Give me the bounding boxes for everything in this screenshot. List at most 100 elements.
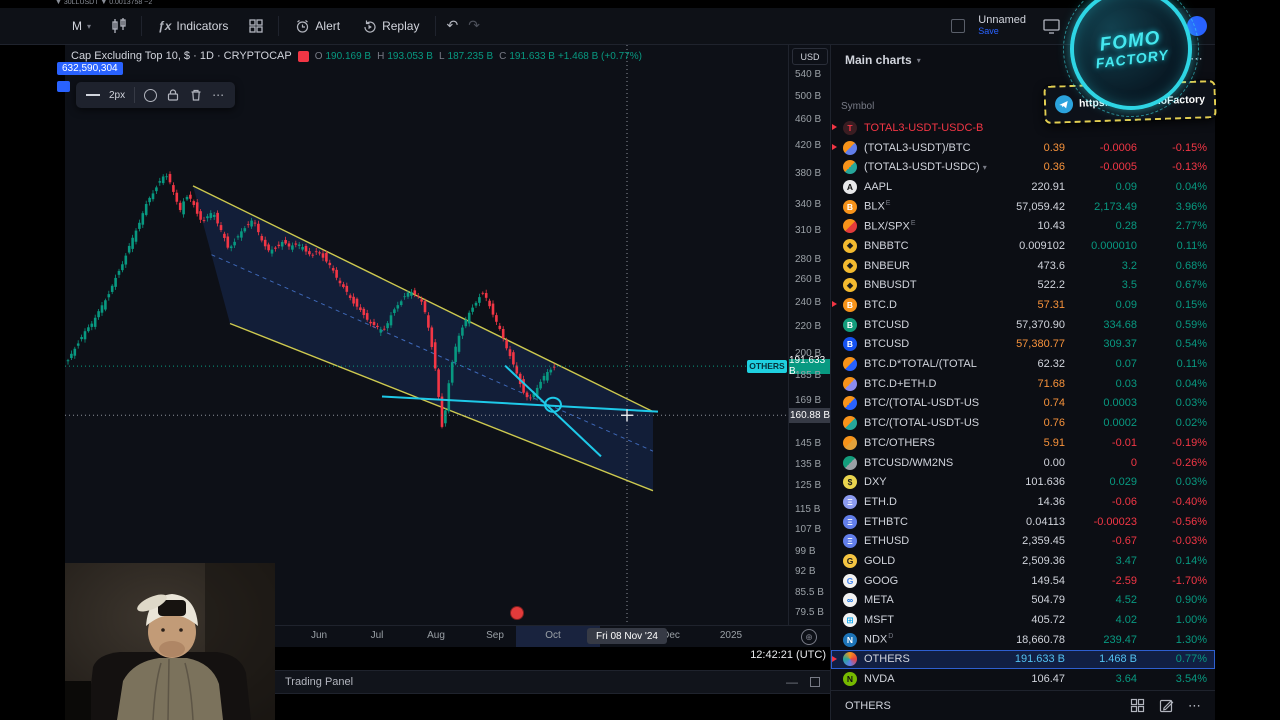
popout-icon[interactable] bbox=[810, 677, 820, 687]
watchlist-row[interactable]: ◆ BNBEUR 473.6 3.2 0.68% bbox=[831, 256, 1215, 276]
watchlist-row[interactable]: Ξ ETHBTC 0.04113 -0.00023 -0.56% bbox=[831, 512, 1215, 532]
layout-grid-icon[interactable] bbox=[1130, 698, 1145, 713]
symbol-name: GOLD bbox=[864, 554, 896, 567]
line-color-icon[interactable] bbox=[144, 88, 158, 102]
symbol-column-header[interactable]: Symbol bbox=[841, 100, 875, 112]
watchlist-row[interactable]: N NDXD 18,660.78 239.47 1.30% bbox=[831, 630, 1215, 650]
chart-type-icon[interactable] bbox=[107, 14, 131, 38]
symbol-icon: N bbox=[843, 672, 857, 687]
watchlist-row[interactable]: $ DXY 101.636 0.029 0.03% bbox=[831, 472, 1215, 492]
change-cell: -0.06 bbox=[1111, 495, 1137, 508]
last-price-symbol-label: OTHERS bbox=[747, 359, 787, 373]
watchlist-row[interactable]: BTC/(TOTAL-USDT-US 0.76 0.0002 0.02% bbox=[831, 413, 1215, 433]
change-cell: -0.00023 bbox=[1093, 515, 1137, 528]
flag-icon bbox=[832, 143, 837, 150]
more-options-icon[interactable]: ⋯ bbox=[212, 88, 226, 102]
watchlist-row[interactable]: T TOTAL3-USDT-USDC-B bbox=[831, 118, 1215, 138]
more-options-icon[interactable]: ⋯ bbox=[1188, 697, 1201, 713]
event-marker-icon[interactable] bbox=[510, 606, 524, 620]
watchlist-row[interactable]: Ξ ETH.D 14.36 -0.06 -0.40% bbox=[831, 492, 1215, 512]
last-price-cell: 0.36 bbox=[1043, 161, 1065, 174]
time-axis-label: Dec bbox=[662, 630, 680, 641]
watchlist-row[interactable]: BTC/(TOTAL-USDT-US 0.74 0.0003 0.03% bbox=[831, 394, 1215, 414]
watchlist-row[interactable]: B BTCUSD 57,380.77 309.37 0.54% bbox=[831, 335, 1215, 355]
symbol-name: BLX/SPXE bbox=[864, 219, 916, 233]
browser-tab-title[interactable]: ▼ 30LLUSDT ▼ 0.0013758 ~2 bbox=[55, 0, 153, 6]
watchlist-row[interactable]: BTC.D+ETH.D 71.68 0.03 0.04% bbox=[831, 374, 1215, 394]
grid-layout-icon[interactable] bbox=[244, 14, 268, 38]
symbol-name: BNBUSDT bbox=[864, 279, 917, 292]
compose-note-icon[interactable] bbox=[1159, 698, 1174, 713]
lock-icon[interactable] bbox=[166, 88, 180, 102]
change-value: +1.468 B (+0.77%) bbox=[557, 50, 642, 62]
logo-circle: FOMO FACTORY bbox=[1063, 0, 1199, 117]
watchlist-row[interactable]: OTHERS 191.633 B 1.468 B 0.77% bbox=[831, 649, 1215, 670]
line-width-label[interactable]: 2px bbox=[109, 89, 126, 101]
watchlist-row[interactable]: G GOLD 2,509.36 3.47 0.14% bbox=[831, 551, 1215, 571]
line-width-preview[interactable] bbox=[86, 94, 100, 96]
minimize-icon[interactable]: — bbox=[786, 675, 798, 689]
watchlist-row[interactable]: ⊞ MSFT 405.72 4.02 1.00% bbox=[831, 610, 1215, 630]
trading-panel-icons: — bbox=[786, 675, 820, 689]
watchlist-row[interactable]: ◆ BNBUSDT 522.2 3.5 0.67% bbox=[831, 276, 1215, 296]
time-axis-label: Jul bbox=[370, 630, 384, 641]
change-percent-cell: 3.96% bbox=[1175, 200, 1207, 213]
price-axis-label: 169 B bbox=[795, 395, 822, 407]
multichart-monitor-icon[interactable] bbox=[1039, 14, 1063, 38]
watchlist-row[interactable]: G GOOG 149.54 -2.59 -1.70% bbox=[831, 571, 1215, 591]
watchlist-row[interactable]: (TOTAL3-USDT-USDC) ▾ 0.36 -0.0005 -0.13% bbox=[831, 157, 1215, 177]
symbol-icon: N bbox=[843, 632, 857, 647]
undo-icon[interactable]: ↶ bbox=[446, 18, 459, 34]
currency-button[interactable]: USD bbox=[792, 48, 828, 65]
spread-symbol-icon bbox=[843, 416, 857, 431]
chart-area[interactable]: Cap Excluding Top 10, $ · 1D · CRYPTOCAP… bbox=[57, 45, 788, 625]
change-percent-cell: -0.03% bbox=[1172, 535, 1207, 548]
spread-symbol-icon bbox=[843, 396, 857, 411]
footer-symbol-label: OTHERS bbox=[845, 699, 891, 712]
last-price-cell: 220.91 bbox=[1031, 180, 1065, 193]
save-button[interactable]: Save bbox=[978, 26, 999, 36]
symbol-icon: T bbox=[843, 120, 857, 135]
layout-name-block[interactable]: Unnamed Save bbox=[978, 15, 1026, 37]
last-price-cell: 0.00 bbox=[1043, 456, 1065, 469]
watchlist-row[interactable]: BTC/OTHERS 5.91 -0.01 -0.19% bbox=[831, 433, 1215, 453]
go-to-realtime-button[interactable]: ⊕ bbox=[801, 629, 817, 645]
change-cell: 239.47 bbox=[1103, 633, 1137, 646]
watchlist-row[interactable]: A AAPL 220.91 0.09 0.04% bbox=[831, 177, 1215, 197]
interval-button[interactable]: M ▾ bbox=[66, 15, 97, 37]
watchlist-title-menu[interactable]: Main charts ▾ bbox=[845, 53, 921, 67]
spread-symbol-icon bbox=[843, 376, 857, 391]
watchlist-row[interactable]: ◆ BNBBTC 0.009102 0.000010 0.11% bbox=[831, 236, 1215, 256]
watchlist-row[interactable]: Ξ ETHUSD 2,359.45 -0.67 -0.03% bbox=[831, 531, 1215, 551]
flag-icon bbox=[832, 301, 837, 308]
replay-button[interactable]: Replay bbox=[356, 15, 425, 38]
change-percent-cell: 1.30% bbox=[1175, 633, 1207, 646]
watchlist-row[interactable]: B BTC.D 57.31 0.09 0.15% bbox=[831, 295, 1215, 315]
autosave-checkbox[interactable] bbox=[951, 19, 966, 33]
redo-icon[interactable]: ↷ bbox=[468, 18, 480, 34]
clock-utc[interactable]: 12:42:21 (UTC) bbox=[750, 649, 826, 661]
watchlist-row[interactable]: (TOTAL3-USDT)/BTC 0.39 -0.0006 -0.15% bbox=[831, 138, 1215, 158]
watchlist-row[interactable]: BTCUSD/WM2NS 0.00 0 -0.26% bbox=[831, 453, 1215, 473]
watchlist-row[interactable]: N NVDA 106.47 3.64 3.54% bbox=[831, 669, 1215, 689]
trash-icon[interactable] bbox=[189, 88, 203, 102]
chart-legend: Cap Excluding Top 10, $ · 1D · CRYPTOCAP… bbox=[71, 50, 642, 62]
chart-canvas[interactable] bbox=[65, 45, 788, 625]
alert-button[interactable]: Alert bbox=[289, 15, 346, 38]
watchlist-row[interactable]: BTC.D*TOTAL/(TOTAL 62.32 0.07 0.11% bbox=[831, 354, 1215, 374]
change-percent-cell: 0.11% bbox=[1176, 239, 1207, 252]
legend-title[interactable]: Cap Excluding Top 10, $ · 1D · CRYPTOCAP bbox=[71, 50, 292, 62]
change-percent-cell: -0.15% bbox=[1172, 141, 1207, 154]
watchlist-rows: T TOTAL3-USDT-USDC-B (TOTAL3-USDT)/BTC 0.39… bbox=[831, 118, 1215, 690]
price-axis[interactable]: USD 191.633 B 160.88 B 540 B 500 B 460 B 42… bbox=[788, 45, 831, 625]
expand-caret-icon[interactable]: ▾ bbox=[982, 163, 987, 173]
watchlist-row[interactable]: BLX/SPXE 10.43 0.28 2.77% bbox=[831, 216, 1215, 236]
spread-symbol-icon bbox=[843, 219, 857, 234]
change-cell: 0.28 bbox=[1115, 220, 1137, 233]
watchlist-row[interactable]: B BLXE 57,059.42 2,173.49 3.96% bbox=[831, 197, 1215, 217]
watchlist-row[interactable]: B BTCUSD 57,370.90 334.68 0.59% bbox=[831, 315, 1215, 335]
watchlist-row[interactable]: ∞ META 504.79 4.52 0.90% bbox=[831, 591, 1215, 611]
trading-panel-bar[interactable]: Trading Panel — bbox=[275, 670, 830, 694]
telegram-banner[interactable]: https://t.me/FomoFactory bbox=[1043, 80, 1217, 124]
indicators-button[interactable]: ƒx Indicators bbox=[152, 15, 234, 37]
